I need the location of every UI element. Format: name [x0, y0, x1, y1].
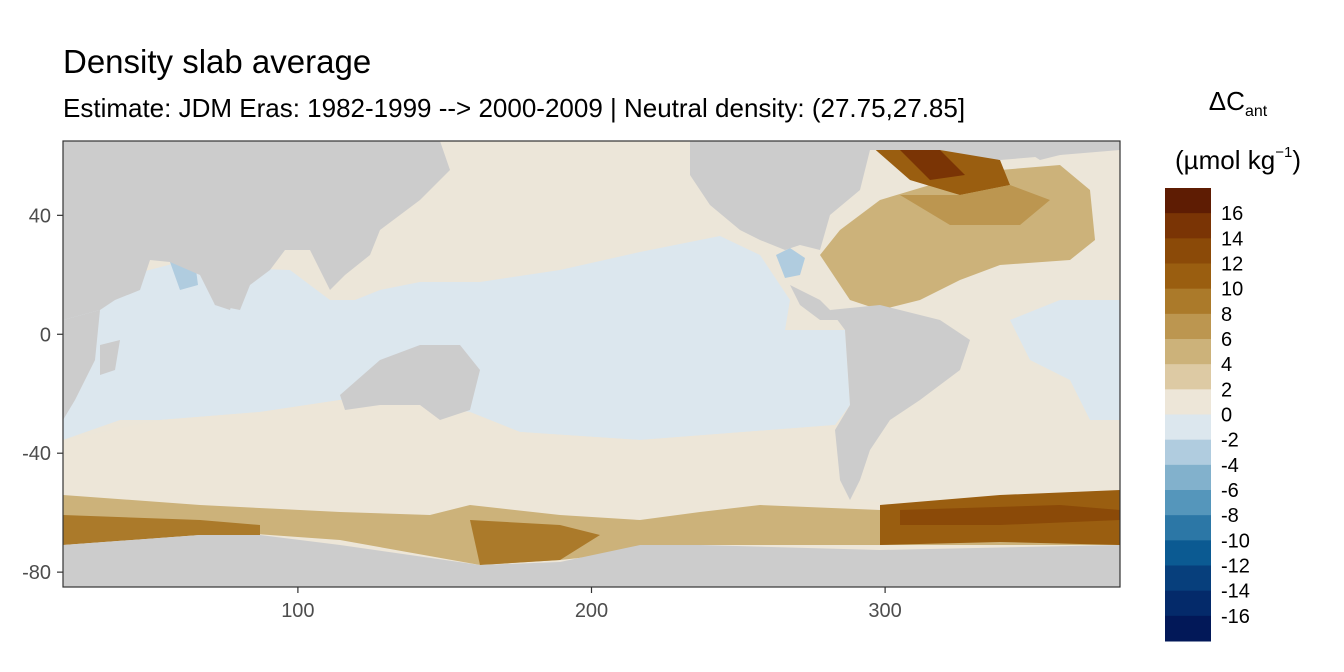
legend-swatch: [1165, 490, 1211, 516]
legend-swatch: [1165, 238, 1211, 264]
legend-title-line1: ΔCant: [1208, 86, 1268, 120]
legend-colorbar: 16 14 12 10 8 6 4 2 0 -2 -4 -6 -8 -10 -12 -14 -16: [1165, 188, 1250, 642]
legend-swatch: [1165, 188, 1211, 214]
legend-label: 2: [1221, 379, 1232, 401]
legend-label: 4: [1221, 354, 1232, 376]
legend-label: 0: [1221, 405, 1232, 427]
x-tick-label: 100: [281, 600, 314, 622]
legend-title-line2: (µmol kg−1): [1175, 144, 1301, 175]
land-greenland: [1010, 141, 1080, 160]
land-africa-south: [63, 310, 100, 420]
legend-label: -6: [1221, 480, 1239, 502]
legend-swatch: [1165, 389, 1211, 415]
legend-swatch: [1165, 464, 1211, 491]
legend-label: 6: [1221, 329, 1232, 351]
land-eurasia-africa: [63, 141, 450, 320]
legend-swatch: [1165, 565, 1211, 592]
legend-label: -8: [1221, 505, 1239, 527]
y-tick-label: 0: [40, 324, 51, 346]
legend-label: -12: [1221, 556, 1250, 578]
land-antarctica: [63, 535, 1120, 587]
legend-swatch: [1165, 414, 1211, 441]
land-central-america: [790, 285, 840, 320]
legend-swatch: [1165, 439, 1211, 466]
legend-swatch: [1165, 590, 1211, 617]
legend-label: -10: [1221, 530, 1250, 552]
land-north-america: [690, 141, 1120, 250]
ross-sea-high: [470, 520, 600, 565]
legend-label: 12: [1221, 254, 1243, 276]
legend-label: 8: [1221, 304, 1232, 326]
legend-label: 16: [1221, 203, 1243, 225]
legend-swatch: [1165, 540, 1211, 566]
ocean-negative-region: [63, 236, 850, 440]
legend-label: -16: [1221, 606, 1250, 628]
legend-label: -2: [1221, 430, 1239, 452]
legend-swatch: [1165, 364, 1211, 390]
land-madagascar: [100, 340, 120, 375]
legend-label: -4: [1221, 455, 1239, 477]
chart-title: Density slab average: [63, 43, 372, 80]
land-india: [205, 275, 240, 310]
antarctic-margin: [63, 495, 1120, 565]
legend-swatch: [1165, 339, 1211, 365]
north-atlantic-mid: [900, 185, 1050, 225]
legend-label: 14: [1221, 228, 1243, 250]
legend-swatch: [1165, 288, 1211, 315]
legend-swatch: [1165, 615, 1211, 642]
y-tick-label: -40: [22, 443, 51, 465]
x-axis: 100 200 300: [281, 587, 902, 622]
y-tick-label: 40: [29, 205, 51, 227]
legend-swatch: [1165, 263, 1211, 290]
land-south-america: [830, 305, 970, 500]
legend-label: -14: [1221, 581, 1250, 603]
y-tick-label: -80: [22, 562, 51, 584]
map-panel: [63, 141, 1120, 587]
legend-swatch: [1165, 515, 1211, 541]
indian-sector-high: [63, 515, 260, 545]
ocean-negative-atlantic: [1010, 300, 1120, 420]
land-australia: [340, 345, 480, 420]
legend-label: 10: [1221, 279, 1243, 301]
labrador-sea-core: [900, 150, 965, 180]
gulf-of-mexico: [776, 248, 805, 278]
legend-swatch: [1165, 313, 1211, 340]
land: [63, 141, 1120, 587]
x-tick-label: 300: [868, 600, 901, 622]
x-tick-label: 200: [575, 600, 608, 622]
legend-swatch: [1165, 213, 1211, 239]
chart-subtitle: Estimate: JDM Eras: 1982-1999 --> 2000-2…: [63, 93, 966, 123]
weddell-sea-core: [900, 505, 1120, 525]
y-axis: 40 0 -40 -80: [22, 205, 63, 584]
